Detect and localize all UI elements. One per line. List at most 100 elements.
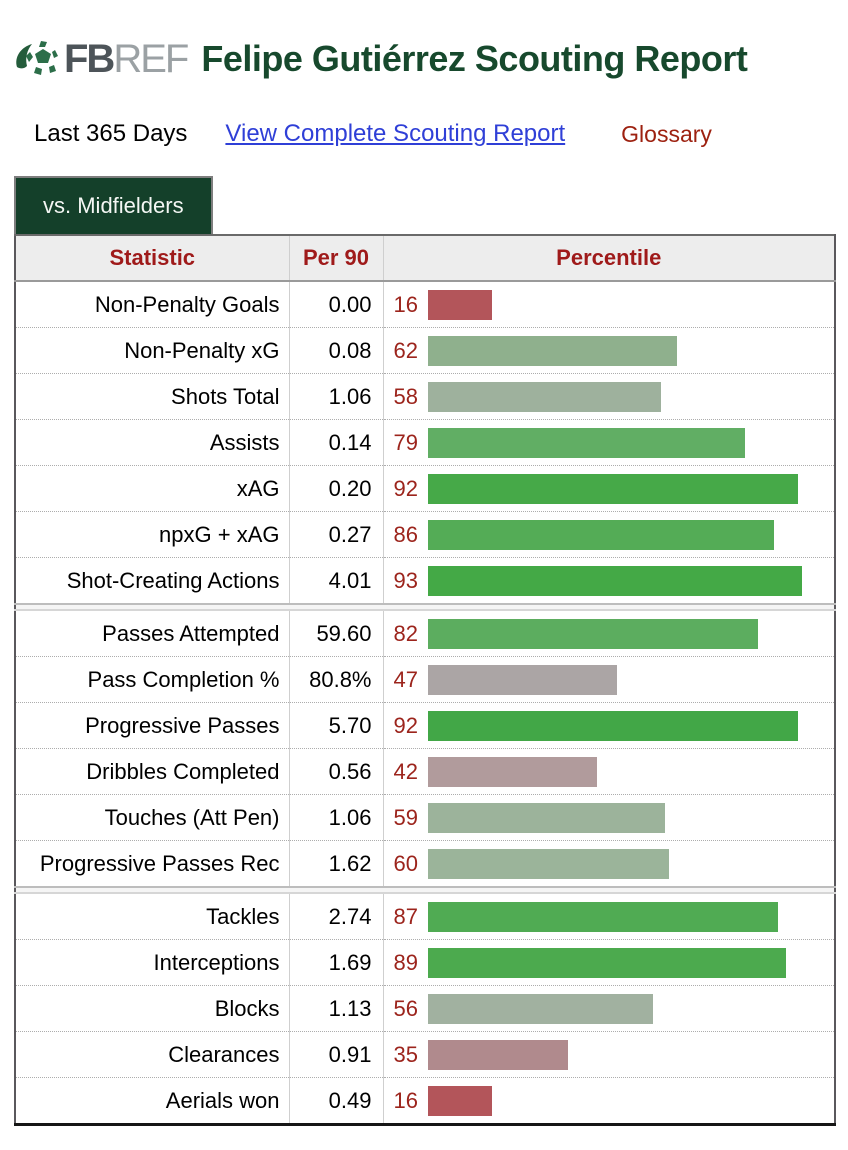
stat-name: Progressive Passes xyxy=(15,702,290,749)
period-label: Last 365 Days xyxy=(34,120,188,148)
percentile-bar xyxy=(427,802,665,833)
table-row: Aerials won 0.49 16 xyxy=(15,1077,835,1125)
percentile-bar xyxy=(427,427,746,458)
stat-name: Tackles xyxy=(15,893,290,940)
per90-value: 0.49 xyxy=(289,1077,384,1125)
sub-header-row: Last 365 Days View Complete Scouting Rep… xyxy=(14,104,834,154)
per90-value: 0.56 xyxy=(289,748,384,795)
stats-table-body: Non-Penalty Goals 0.00 16 Non-Penalty xG 0.0… xyxy=(15,281,835,1125)
table-row: Non-Penalty Goals 0.00 16 xyxy=(15,281,835,328)
percentile-bar-track xyxy=(427,901,831,932)
stat-name: Interceptions xyxy=(15,939,290,986)
per90-value: 2.74 xyxy=(289,893,384,940)
percentile-bar-track xyxy=(427,664,831,695)
percentile-bar-track xyxy=(427,473,831,504)
stat-name: Shots Total xyxy=(15,373,290,420)
per90-value: 0.00 xyxy=(289,281,384,328)
percentile-cell: 92 xyxy=(383,465,835,512)
percentile-value: 93 xyxy=(393,567,418,593)
percentile-cell: 62 xyxy=(383,327,835,374)
percentile-cell: 93 xyxy=(383,557,835,605)
per90-value: 0.20 xyxy=(289,465,384,512)
logo-text-fb: FB xyxy=(64,36,115,81)
section-separator xyxy=(15,886,835,895)
column-header-percentile: Percentile xyxy=(382,235,835,283)
percentile-bar-track xyxy=(427,565,831,596)
page-title: Felipe Gutiérrez Scouting Report xyxy=(201,38,748,80)
stat-name: Shot-Creating Actions xyxy=(15,557,290,605)
percentile-value: 62 xyxy=(393,337,418,363)
percentile-value: 35 xyxy=(393,1041,418,1067)
percentile-value: 92 xyxy=(393,475,418,501)
percentile-value: 42 xyxy=(393,758,418,784)
percentile-bar-track xyxy=(427,756,831,787)
percentile-cell: 86 xyxy=(383,511,835,558)
per90-value: 0.14 xyxy=(289,419,384,466)
table-row: Clearances 0.91 35 xyxy=(15,1031,835,1078)
percentile-cell: 47 xyxy=(383,656,835,703)
percentile-value: 47 xyxy=(393,666,418,692)
tab-vs-midfielders[interactable]: vs. Midfielders xyxy=(14,176,213,235)
per90-value: 1.13 xyxy=(289,985,384,1032)
percentile-bar xyxy=(427,756,597,787)
percentile-bar xyxy=(427,473,798,504)
stat-name: Aerials won xyxy=(15,1077,290,1125)
glossary-link[interactable]: Glossary xyxy=(621,120,712,147)
percentile-value: 86 xyxy=(393,521,418,547)
table-row: Assists 0.14 79 xyxy=(15,419,835,466)
percentile-cell: 35 xyxy=(383,1031,835,1078)
column-header-per90: Per 90 xyxy=(288,235,383,283)
logo-text-ref: REF xyxy=(113,36,189,81)
table-row: Tackles 2.74 87 xyxy=(15,893,835,940)
stat-name: Assists xyxy=(15,419,290,466)
table-header-row: Statistic Per 90 Percentile xyxy=(15,235,835,283)
stat-name: Pass Completion % xyxy=(15,656,290,703)
percentile-cell: 58 xyxy=(383,373,835,420)
stat-name: Dribbles Completed xyxy=(15,748,290,795)
table-row: Non-Penalty xG 0.08 62 xyxy=(15,327,835,374)
per90-value: 1.62 xyxy=(289,840,384,888)
percentile-bar-track xyxy=(427,947,831,978)
percentile-bar xyxy=(427,289,492,320)
per90-value: 0.91 xyxy=(289,1031,384,1078)
stat-name: Progressive Passes Rec xyxy=(15,840,290,888)
percentile-value: 87 xyxy=(393,903,418,929)
stat-name: Touches (Att Pen) xyxy=(15,794,290,841)
percentile-bar xyxy=(427,993,653,1024)
percentile-bar xyxy=(427,901,778,932)
percentile-cell: 60 xyxy=(383,840,835,888)
stat-name: Non-Penalty xG xyxy=(15,327,290,374)
percentile-cell: 42 xyxy=(383,748,835,795)
table-row: Passes Attempted 59.60 82 xyxy=(15,610,835,657)
table-row: Shot-Creating Actions 4.01 93 xyxy=(15,557,835,605)
percentile-bar-track xyxy=(427,618,831,649)
percentile-value: 59 xyxy=(393,804,418,830)
percentile-bar xyxy=(427,710,798,741)
percentile-bar-track xyxy=(427,1039,831,1070)
percentile-bar xyxy=(427,381,661,412)
percentile-cell: 16 xyxy=(383,1077,835,1125)
percentile-value: 58 xyxy=(393,383,418,409)
percentile-bar xyxy=(427,519,774,550)
section-separator-band xyxy=(15,886,835,895)
table-row: npxG + xAG 0.27 86 xyxy=(15,511,835,558)
section-separator-band xyxy=(15,603,835,612)
percentile-bar-track xyxy=(427,289,831,320)
percentile-cell: 16 xyxy=(383,281,835,328)
percentile-bar xyxy=(427,664,617,695)
stat-name: Clearances xyxy=(15,1031,290,1078)
fbref-logo[interactable]: FB REF xyxy=(14,36,189,82)
table-row: Interceptions 1.69 89 xyxy=(15,939,835,986)
table-row: Blocks 1.13 56 xyxy=(15,985,835,1032)
table-row: xAG 0.20 92 xyxy=(15,465,835,512)
percentile-bar-track xyxy=(427,802,831,833)
per90-value: 1.06 xyxy=(289,373,384,420)
percentile-bar-track xyxy=(427,519,831,550)
complete-report-link[interactable]: View Complete Scouting Report xyxy=(225,120,566,148)
table-row: Progressive Passes 5.70 92 xyxy=(15,702,835,749)
table-row: Shots Total 1.06 58 xyxy=(15,373,835,420)
section-separator xyxy=(15,603,835,612)
percentile-cell: 59 xyxy=(383,794,835,841)
percentile-value: 82 xyxy=(393,620,418,646)
